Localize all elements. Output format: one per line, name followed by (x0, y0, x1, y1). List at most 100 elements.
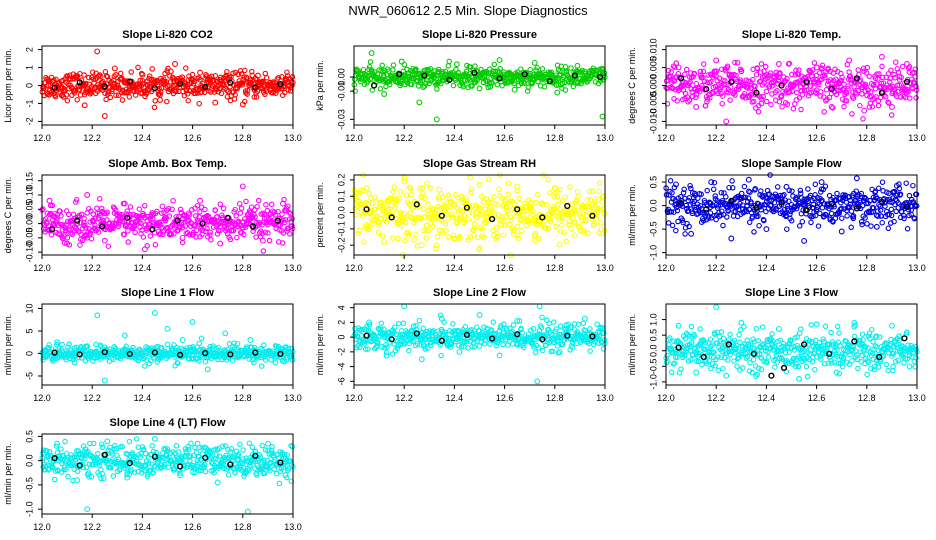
data-point (676, 74, 683, 80)
data-point (734, 59, 741, 66)
data-point (424, 180, 430, 186)
data-point (271, 209, 278, 215)
data-point (837, 206, 844, 213)
data-point (773, 69, 779, 76)
data-point (597, 180, 603, 187)
data-point (720, 365, 726, 372)
data-point (667, 178, 674, 184)
data-point (699, 83, 705, 89)
data-point (111, 65, 118, 72)
data-point (724, 340, 731, 346)
data-point (116, 211, 123, 217)
data-point (584, 197, 591, 203)
data-point (531, 237, 538, 244)
series (371, 69, 604, 89)
data-point (546, 78, 553, 85)
data-point (667, 335, 673, 341)
figure-title: NWR_060612 2.5 Min. Slope Diagnostics (348, 3, 588, 18)
data-point (838, 77, 844, 84)
data-point (579, 217, 585, 224)
y-tick-label: 2 (24, 47, 34, 52)
data-point (755, 337, 761, 344)
data-point (100, 217, 106, 224)
x-tick-label: 12.0 (345, 263, 363, 273)
data-point (556, 348, 563, 355)
data-point (196, 358, 202, 364)
data-point (179, 74, 186, 80)
data-point (819, 197, 825, 204)
data-point (821, 72, 828, 78)
data-point (260, 248, 267, 254)
data-point (740, 351, 746, 357)
data-point (107, 94, 114, 101)
data-point (684, 331, 691, 338)
data-point (809, 67, 816, 73)
data-point (100, 78, 106, 85)
data-point (189, 319, 196, 325)
data-point (521, 71, 528, 78)
data-point (395, 343, 401, 349)
data-point (580, 320, 587, 327)
data-point (712, 363, 719, 369)
data-point (421, 195, 428, 202)
data-point (888, 112, 895, 118)
data-point (857, 102, 863, 109)
data-point (752, 83, 758, 90)
data-point (805, 186, 811, 192)
data-point (378, 215, 384, 222)
data-point (141, 246, 148, 253)
data-point (279, 240, 286, 246)
data-point (127, 211, 134, 218)
data-point (406, 184, 413, 190)
data-point (459, 208, 466, 214)
data-point (377, 86, 384, 92)
data-point (147, 233, 154, 239)
data-point (386, 81, 393, 88)
data-point (132, 229, 138, 236)
data-point (396, 195, 402, 201)
y-tick-label: -0.05 (24, 228, 34, 249)
data-point (69, 231, 76, 238)
data-point (736, 332, 742, 338)
data-point (417, 185, 423, 191)
data-point (95, 73, 102, 79)
data-point (96, 72, 103, 78)
data-point (362, 205, 369, 212)
data-point (750, 336, 756, 342)
data-point (568, 65, 574, 71)
data-point (274, 217, 282, 224)
data-point (463, 204, 471, 211)
data-point (536, 303, 543, 310)
data-point (582, 327, 589, 334)
x-tick-label: 12.6 (808, 133, 826, 143)
data-point (797, 187, 804, 194)
data-point (390, 330, 397, 337)
data-point (530, 208, 536, 215)
data-point (769, 331, 775, 337)
data-point (885, 71, 892, 77)
data-point (365, 327, 372, 333)
data-point (847, 204, 853, 210)
y-tick-label: -0.03 (336, 109, 346, 130)
data-point (866, 73, 872, 80)
data-point (355, 230, 361, 237)
data-point (741, 324, 747, 330)
data-point (787, 338, 794, 344)
data-point (476, 343, 483, 349)
data-point (419, 185, 425, 191)
data-point (539, 66, 546, 72)
data-point (124, 88, 131, 95)
data-point (589, 212, 596, 219)
data-point (732, 92, 738, 98)
scatter-cloud (39, 335, 296, 369)
data-point (752, 186, 759, 192)
data-point (502, 197, 508, 203)
data-point (671, 184, 678, 191)
data-point (777, 70, 783, 76)
data-point (217, 227, 223, 234)
data-point (696, 350, 702, 357)
data-point (668, 209, 675, 215)
data-point (253, 94, 260, 100)
data-point (708, 343, 714, 350)
